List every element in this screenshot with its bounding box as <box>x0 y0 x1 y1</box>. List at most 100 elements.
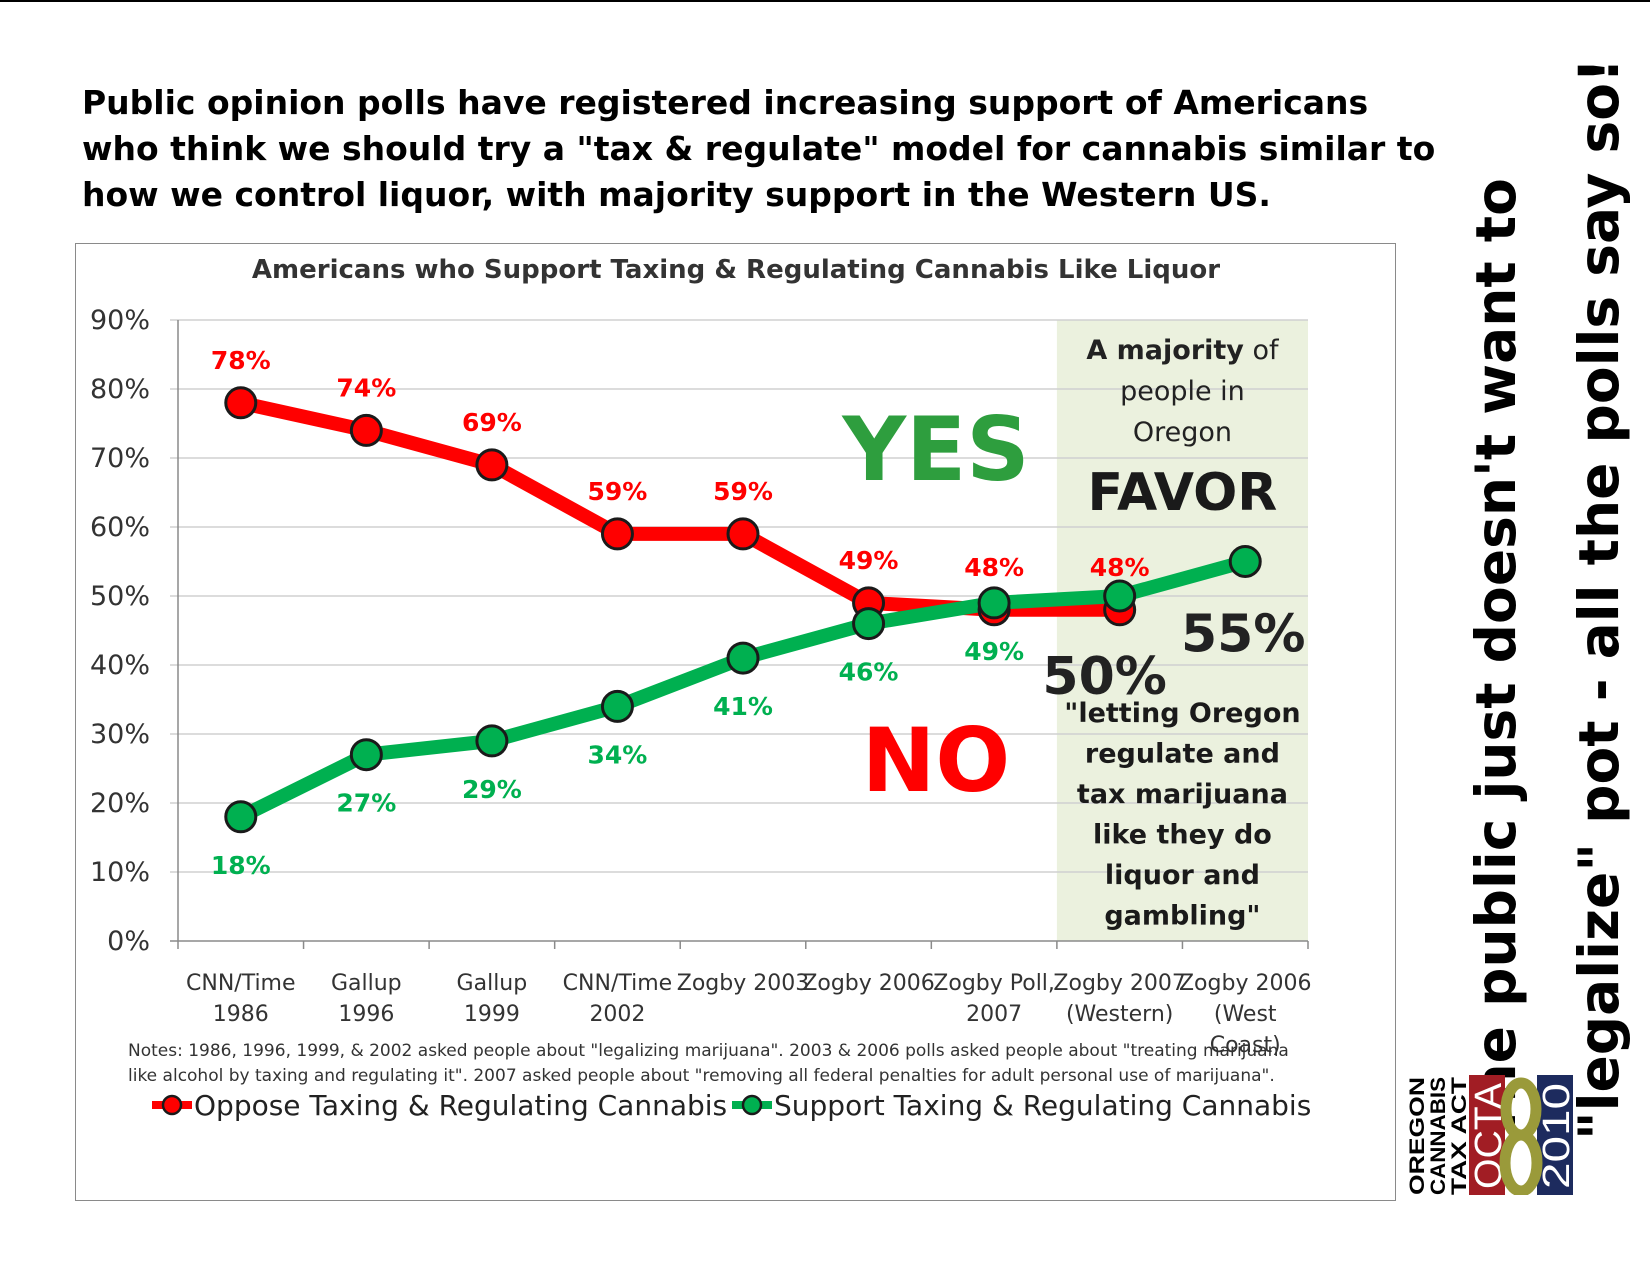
x-tick-label: Zogby Poll, <box>933 971 1055 996</box>
support-data-label-large: 50% <box>1042 647 1166 707</box>
box-text-line: people in <box>1120 376 1245 407</box>
y-tick-label: 60% <box>90 512 150 543</box>
x-tick-label: CNN/Time <box>563 971 673 996</box>
side-line: The public just doesn't want to <box>1464 178 1528 1140</box>
box-quote-line: liquor and <box>1105 860 1260 891</box>
oppose-data-label: 48% <box>1090 553 1150 582</box>
oppose-data-label: 74% <box>336 373 396 402</box>
oppose-point <box>349 413 383 447</box>
y-tick-label: 10% <box>90 857 150 888</box>
x-tick-label: Gallup <box>457 971 528 996</box>
oppose-point <box>600 517 634 551</box>
oppose-data-label: 48% <box>964 553 1024 582</box>
box-text-line: A majority of <box>1086 335 1280 366</box>
support-data-label-large: 55% <box>1181 605 1305 665</box>
x-tick-label: Zogby 2007 <box>1053 971 1185 996</box>
legend-entry-label: Support Taxing & Regulating Cannabis <box>774 1089 1311 1122</box>
legend-swatch-marker <box>161 1094 183 1116</box>
x-tick-label: 1999 <box>464 1002 520 1027</box>
y-tick-label: 0% <box>107 926 150 957</box>
box-quote-line: tax marijuana <box>1077 779 1288 810</box>
support-point <box>1103 579 1137 613</box>
logo-year-block <box>1537 1075 1573 1195</box>
logo-word-cannabis: CANNABIS <box>1427 1077 1450 1195</box>
box-text-rest: of <box>1244 335 1280 366</box>
annotation-yes: YES <box>841 398 1029 501</box>
y-tick-label: 70% <box>90 443 150 474</box>
support-data-label: 49% <box>964 637 1024 666</box>
oppose-point <box>475 448 509 482</box>
box-text-rest: people in <box>1120 376 1245 407</box>
support-data-label: 18% <box>211 851 271 880</box>
x-tick-label: 2007 <box>966 1002 1022 1027</box>
y-tick-label: 50% <box>90 581 150 612</box>
support-point <box>977 586 1011 620</box>
annotation-favor: FAVOR <box>1088 463 1278 523</box>
x-tick-label: (Western) <box>1066 1002 1173 1027</box>
x-tick-label: 1996 <box>338 1002 394 1027</box>
logo-octa-block <box>1469 1075 1505 1195</box>
box-text-bold: A majority <box>1086 335 1244 366</box>
chart-note-line: Notes: 1986, 1996, 1999, & 2002 asked pe… <box>128 1041 1289 1061</box>
majority-highlight-box <box>1056 320 1308 941</box>
oppose-data-label: 69% <box>462 408 522 437</box>
x-tick-label: Zogby 2006 <box>1179 971 1311 996</box>
logo-eight-icon <box>1499 1077 1543 1197</box>
oppose-point <box>726 517 760 551</box>
support-data-label: 34% <box>588 740 648 769</box>
support-data-label: 29% <box>462 775 522 804</box>
x-tick-label: CNN/Time <box>186 971 296 996</box>
box-quote-line: gambling" <box>1104 901 1260 932</box>
oppose-data-label: 59% <box>713 477 773 506</box>
box-text-rest: Oregon <box>1133 417 1232 448</box>
oppose-data-label: 59% <box>588 477 648 506</box>
support-data-label: 27% <box>336 789 396 818</box>
logo-word-taxact: TAX ACT <box>1448 1077 1471 1195</box>
top-rule <box>0 0 1650 2</box>
y-tick-label: 30% <box>90 719 150 750</box>
y-tick-label: 40% <box>90 650 150 681</box>
headline-line: Public opinion polls have registered inc… <box>82 83 1369 122</box>
support-point <box>1228 545 1262 578</box>
side-line: "legalize" pot - all the polls say so! <box>1567 57 1631 1140</box>
box-quote-line: regulate and <box>1085 739 1280 770</box>
chart-note-line: like alcohol by taxing and regulating it… <box>128 1066 1275 1086</box>
support-data-label: 41% <box>713 692 773 721</box>
side-text: The public just doesn't want to "legaliz… <box>1445 57 1650 1140</box>
oppose-point <box>224 386 258 420</box>
legend-entry-label: Oppose Taxing & Regulating Cannabis <box>194 1089 727 1122</box>
support-point <box>600 689 634 723</box>
x-tick-label: 1986 <box>213 1002 269 1027</box>
x-tick-label: Gallup <box>331 971 402 996</box>
support-data-label: 46% <box>839 658 899 687</box>
logo-year: 2010 <box>1536 1083 1573 1189</box>
box-quote-line: like they do <box>1093 820 1272 851</box>
y-tick-label: 20% <box>90 788 150 819</box>
x-tick-label: 2002 <box>589 1002 645 1027</box>
legend-swatch-marker <box>741 1094 763 1116</box>
chart-title: Americans who Support Taxing & Regulatin… <box>252 255 1220 285</box>
y-tick-label: 90% <box>90 305 150 336</box>
line-chart: 0% 10% 20% 30% 40% 50% 60% 70% 80% 90% CNN/Time 198… <box>90 255 1311 1122</box>
support-point <box>349 738 383 772</box>
octa-logo: OREGON CANNABIS TAX ACT OCTA 2010 <box>1403 1075 1578 1197</box>
oppose-data-label: 78% <box>211 346 271 375</box>
support-point <box>224 800 258 834</box>
x-tick-label: Zogby 2006 <box>802 971 934 996</box>
annotation-no: NO <box>862 709 1010 812</box>
y-tick-label: 80% <box>90 374 150 405</box>
x-tick-label: Coast) <box>1210 1033 1281 1058</box>
box-text-line: Oregon <box>1133 417 1232 448</box>
headline-line: how we control liquor, with majority sup… <box>82 175 1271 214</box>
box-quote-line: "letting Oregon <box>1064 698 1300 729</box>
oppose-data-label: 49% <box>839 546 899 575</box>
x-tick-label: Zogby 2003 <box>677 971 809 996</box>
headline: Public opinion polls have registered inc… <box>82 80 1436 218</box>
chart-frame: 0% 10% 20% 30% 40% 50% 60% 70% 80% 90% CNN/Time 198… <box>75 243 1396 1201</box>
headline-line: who think we should try a "tax & regulat… <box>82 129 1436 168</box>
support-point <box>852 607 886 641</box>
support-point <box>475 724 509 758</box>
x-tick-label: (West <box>1214 1002 1277 1027</box>
logo-word-oregon: OREGON <box>1406 1077 1429 1195</box>
support-point <box>726 641 760 675</box>
